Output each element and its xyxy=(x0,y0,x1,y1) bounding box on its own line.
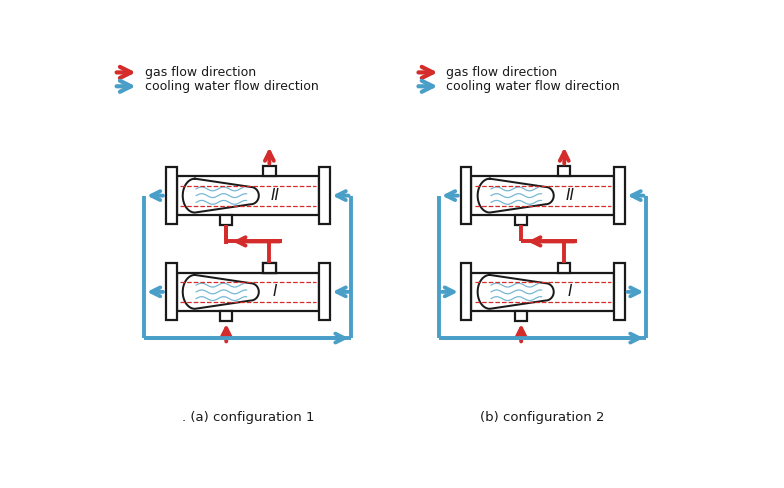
Text: II: II xyxy=(565,188,574,203)
Bar xyxy=(461,264,471,320)
Text: gas flow direction: gas flow direction xyxy=(144,66,256,79)
Polygon shape xyxy=(183,179,259,213)
Bar xyxy=(558,263,571,273)
Text: II: II xyxy=(270,188,279,203)
Bar xyxy=(515,311,528,321)
Bar xyxy=(165,264,176,320)
Bar xyxy=(220,311,232,321)
Text: I: I xyxy=(568,285,572,299)
Text: cooling water flow direction: cooling water flow direction xyxy=(446,80,620,93)
Bar xyxy=(176,273,319,311)
Polygon shape xyxy=(183,275,259,309)
Bar xyxy=(263,263,275,273)
Bar xyxy=(614,167,625,224)
Bar xyxy=(614,264,625,320)
Text: I: I xyxy=(273,285,277,299)
Bar xyxy=(515,215,528,225)
Bar xyxy=(220,215,232,225)
Bar xyxy=(165,167,176,224)
Bar xyxy=(461,167,471,224)
Text: cooling water flow direction: cooling water flow direction xyxy=(144,80,318,93)
Bar xyxy=(319,264,330,320)
Bar xyxy=(471,273,614,311)
Polygon shape xyxy=(477,179,554,213)
Bar xyxy=(471,176,614,215)
Polygon shape xyxy=(477,275,554,309)
Bar xyxy=(558,166,571,176)
Bar xyxy=(319,167,330,224)
Bar xyxy=(263,166,275,176)
Bar xyxy=(263,263,275,273)
Text: gas flow direction: gas flow direction xyxy=(446,66,557,79)
Text: . (a) configuration 1: . (a) configuration 1 xyxy=(182,411,314,424)
Text: (b) configuration 2: (b) configuration 2 xyxy=(481,411,605,424)
Bar xyxy=(176,176,319,215)
